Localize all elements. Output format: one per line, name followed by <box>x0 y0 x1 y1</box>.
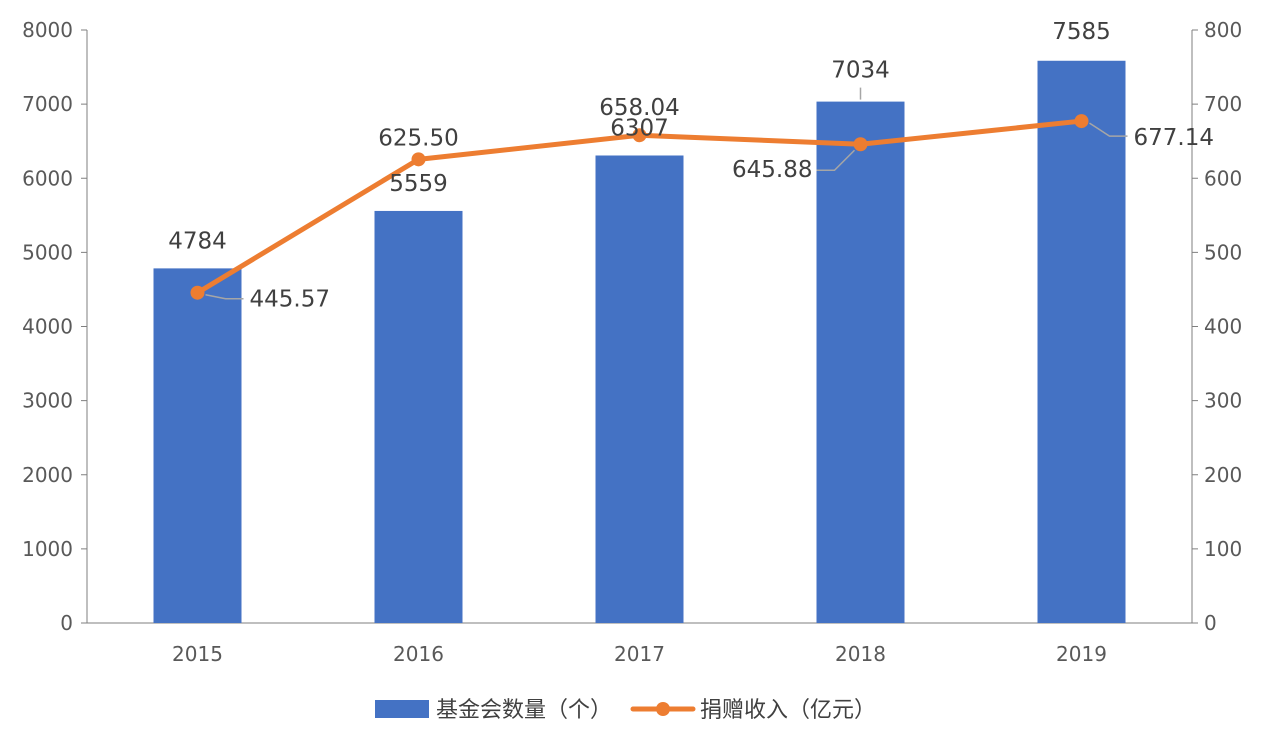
line-label-leader <box>1089 122 1128 137</box>
y-tick-label-left: 3000 <box>22 389 73 413</box>
y-tick-label-right: 800 <box>1204 18 1242 42</box>
y-tick-label-left: 0 <box>60 611 73 635</box>
y-tick-label-left: 5000 <box>22 240 73 264</box>
bar-data-label: 5559 <box>389 171 448 197</box>
x-tick-label: 2017 <box>614 642 665 666</box>
bar-data-label: 6307 <box>610 115 669 141</box>
y-tick-label-right: 600 <box>1204 166 1242 190</box>
y-tick-label-left: 8000 <box>22 18 73 42</box>
line-point <box>632 128 647 143</box>
y-tick-label-right: 200 <box>1204 463 1242 487</box>
line-point <box>1074 114 1089 129</box>
y-tick-label-left: 2000 <box>22 463 73 487</box>
bar-series <box>153 60 1126 624</box>
line-data-label: 677.14 <box>1134 125 1214 151</box>
y-tick-label-right: 400 <box>1204 315 1242 339</box>
line-label-leader <box>816 149 856 171</box>
line-data-label: 645.88 <box>732 157 812 183</box>
y-tick-label-left: 6000 <box>22 166 73 190</box>
line-data-label: 658.04 <box>599 95 679 121</box>
line-data-label: 625.50 <box>378 125 458 151</box>
legend-bar-label: 基金会数量（个） <box>436 698 612 723</box>
line-point <box>190 285 205 300</box>
legend-line-label: 捐赠收入（亿元） <box>700 698 876 723</box>
x-tick-label: 2019 <box>1056 642 1107 666</box>
bar-data-label: 4784 <box>168 228 227 254</box>
bar-data-label: 7585 <box>1052 19 1111 45</box>
bar <box>1037 60 1126 623</box>
y-tick-label-right: 0 <box>1204 611 1217 635</box>
y-tick-label-left: 7000 <box>22 92 73 116</box>
bar <box>374 210 463 623</box>
data-labels: 4784 5559 6307 7034 7585 445.57 625.50 658.04 64… <box>168 19 1214 313</box>
line-point <box>853 137 868 152</box>
legend: 基金会数量（个） 捐赠收入（亿元） <box>375 698 876 723</box>
line-series <box>190 114 1089 300</box>
legend-line-marker <box>656 702 670 716</box>
bar <box>153 268 242 623</box>
x-tick-label: 2016 <box>393 642 444 666</box>
y-tick-label-right: 100 <box>1204 537 1242 561</box>
x-tick-label: 2015 <box>172 642 223 666</box>
axes: 0 1000 2000 3000 4000 5000 6000 7000 8000 0 100 200… <box>22 18 1242 666</box>
y-tick-label-right: 300 <box>1204 389 1242 413</box>
line-point <box>411 152 426 167</box>
bar <box>595 155 684 623</box>
line-label-leader <box>205 293 244 300</box>
x-tick-label: 2018 <box>835 642 886 666</box>
line-data-label: 445.57 <box>250 287 330 313</box>
bar <box>816 101 905 624</box>
y-tick-label-right: 500 <box>1204 240 1242 264</box>
y-tick-label-right: 700 <box>1204 92 1242 116</box>
bar-data-label: 7034 <box>831 58 890 84</box>
legend-bar-swatch <box>375 700 429 718</box>
y-tick-label-left: 1000 <box>22 537 73 561</box>
y-tick-label-left: 4000 <box>22 315 73 339</box>
